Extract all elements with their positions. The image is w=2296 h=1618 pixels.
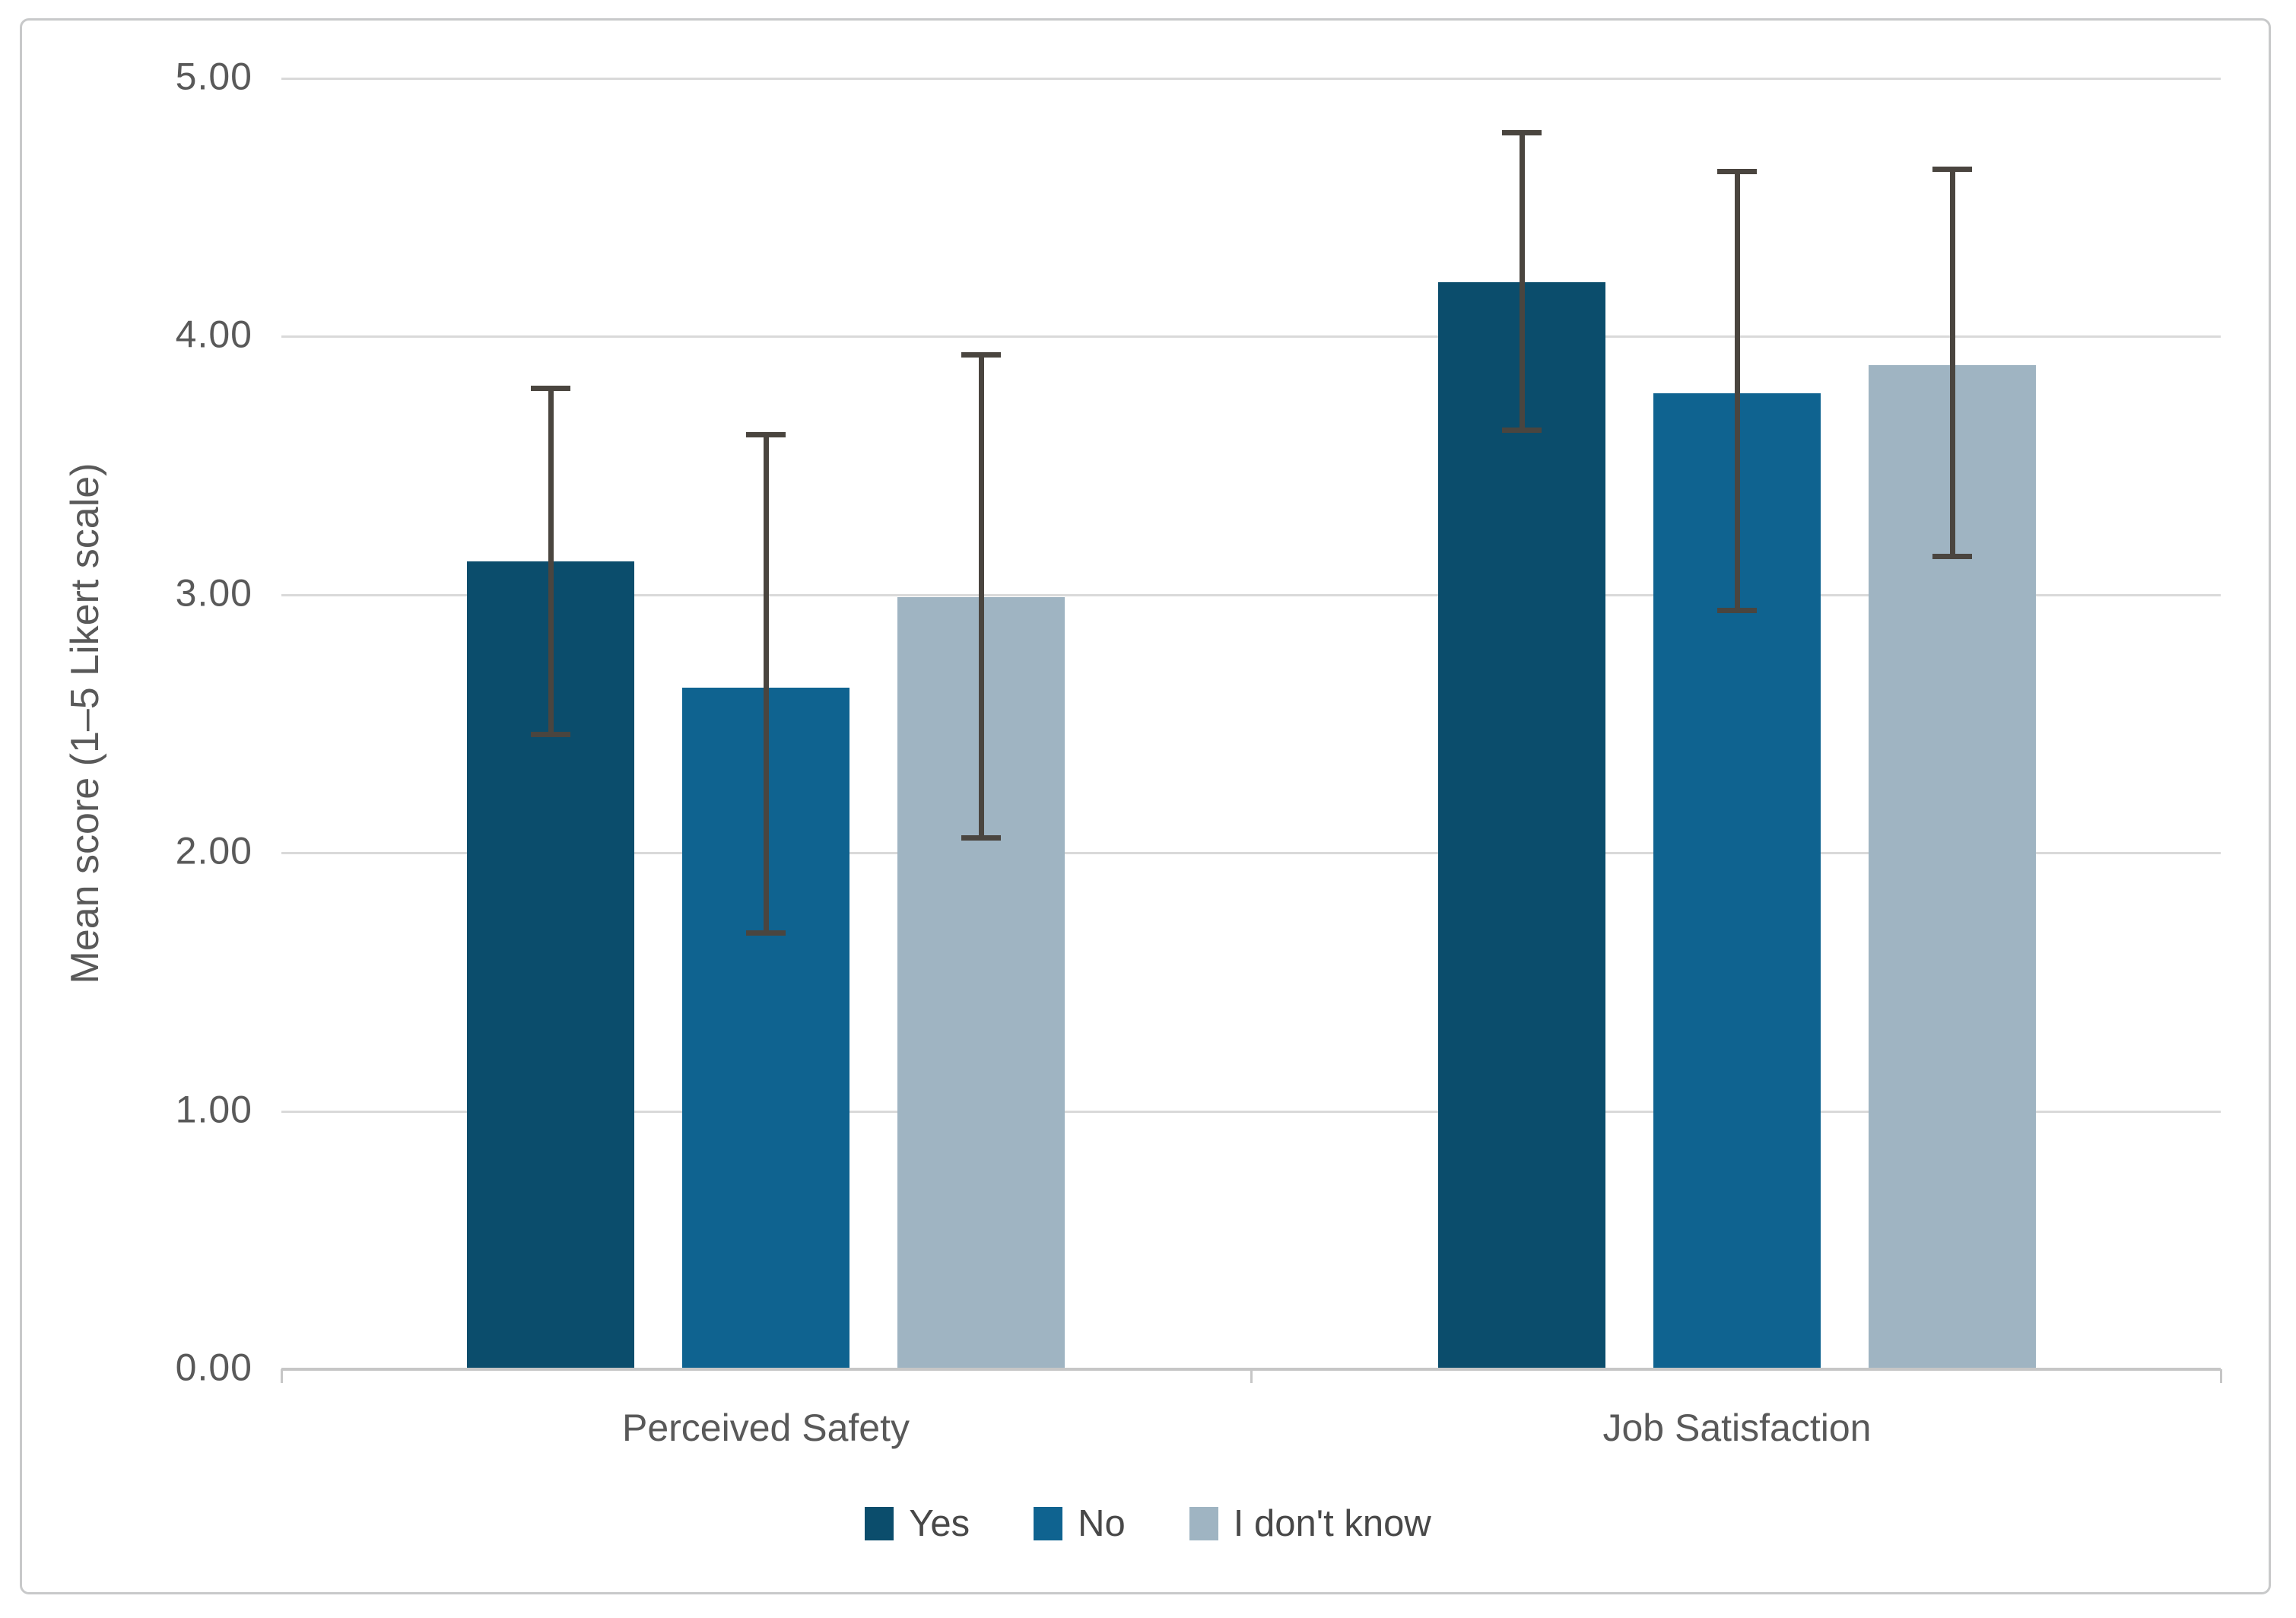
y-tick-label-2.00: 2.00 [175,829,252,873]
y-tick-label-3.00: 3.00 [175,571,252,615]
legend-label-no: No [1078,1503,1126,1544]
error-bar-line-job-satisfaction-i-don-t-know [1949,168,1955,556]
x-category-label-perceived-safety: Perceived Safety [622,1407,910,1449]
legend-item-idk: I don't know [1189,1502,1431,1545]
error-bar-cap-top-job-satisfaction-i-don-t-know [1932,166,1972,172]
legend-swatch-idk [1189,1507,1218,1540]
error-bar-line-perceived-safety-yes [548,388,554,735]
y-tick-label-5.00: 5.00 [175,55,252,98]
legend-item-yes: Yes [865,1502,970,1545]
chart-border [20,18,2271,1594]
legend-label-yes: Yes [909,1503,970,1544]
error-bar-cap-bottom-perceived-safety-yes [531,732,570,738]
error-bar-cap-top-perceived-safety-i-don-t-know [961,352,1001,358]
error-bar-cap-top-job-satisfaction-yes [1502,130,1542,136]
error-bar-line-perceived-safety-no [763,434,769,933]
legend-swatch-no [1034,1507,1063,1540]
legend-label-idk: I don't know [1233,1503,1431,1544]
x-axis-tick-2 [2220,1369,2222,1383]
gridline-5 [281,78,2221,80]
legend-swatch-yes [865,1507,894,1540]
gridline-1 [281,1110,2221,1113]
error-bar-line-perceived-safety-i-don-t-know [978,354,984,838]
y-tick-label-4.00: 4.00 [175,313,252,357]
x-axis-tick-1 [1250,1369,1253,1383]
error-bar-line-job-satisfaction-yes [1519,132,1525,430]
legend-item-no: No [1034,1502,1126,1545]
error-bar-cap-top-job-satisfaction-no [1717,169,1757,175]
error-bar-cap-bottom-perceived-safety-i-don-t-know [961,834,1001,841]
error-bar-cap-bottom-job-satisfaction-i-don-t-know [1932,553,1972,559]
x-category-label-job-satisfaction: Job Satisfaction [1602,1407,1872,1449]
error-bar-cap-top-perceived-safety-yes [531,386,570,392]
legend: Yes No I don't know [0,1502,2296,1545]
error-bar-cap-bottom-perceived-safety-no [746,930,786,936]
error-bar-cap-bottom-job-satisfaction-no [1717,608,1757,614]
error-bar-line-job-satisfaction-no [1734,171,1740,611]
gridline-4 [281,335,2221,339]
gridline-2 [281,852,2221,855]
error-bar-cap-top-perceived-safety-no [746,432,786,438]
x-axis-tick-0 [281,1369,283,1383]
gridline-3 [281,593,2221,596]
error-bar-cap-bottom-job-satisfaction-yes [1502,427,1542,433]
y-tick-label-1.00: 1.00 [175,1088,252,1131]
bar-job-satisfaction-yes [1438,282,1605,1369]
y-tick-label-0.00: 0.00 [175,1346,252,1389]
